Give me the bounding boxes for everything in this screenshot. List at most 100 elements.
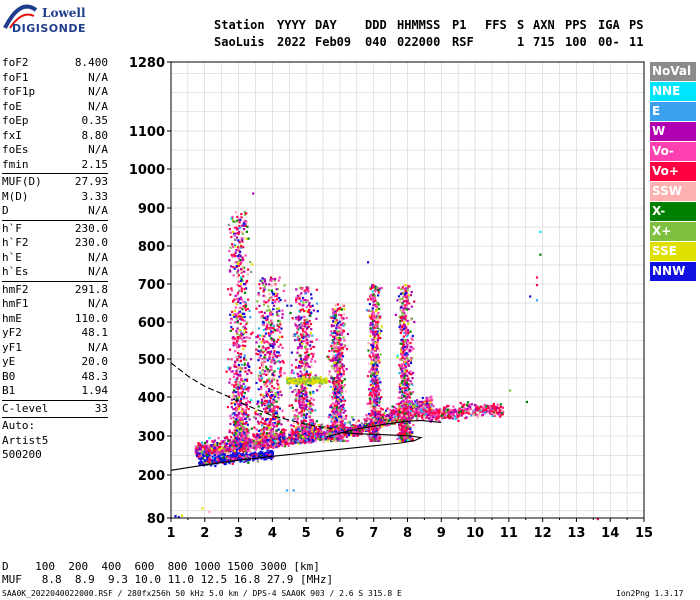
echo-point — [233, 234, 236, 237]
echo-point — [243, 442, 246, 445]
echo-point — [239, 404, 242, 407]
echo-point — [300, 406, 303, 410]
echo-point — [230, 439, 234, 442]
echo-point — [250, 438, 253, 441]
echo-point — [394, 419, 397, 422]
echo-point — [338, 369, 341, 372]
echo-point — [308, 365, 311, 369]
echo-point — [430, 402, 433, 406]
echo-point — [298, 338, 301, 341]
echo-point — [334, 342, 337, 345]
echo-point — [273, 328, 276, 332]
echo-point — [242, 454, 245, 457]
echo-point — [337, 356, 340, 359]
echo-point — [256, 442, 259, 445]
echo-point — [239, 218, 242, 222]
echo-point — [236, 403, 239, 406]
echo-point — [294, 426, 297, 429]
echo-point — [239, 250, 242, 254]
echo-point — [232, 397, 235, 400]
echo-point — [299, 354, 302, 357]
echo-point — [236, 358, 239, 362]
echo-point — [260, 441, 263, 444]
echo-point — [243, 439, 246, 442]
echo-point — [339, 420, 342, 423]
echo-point — [251, 443, 254, 446]
echo-point — [319, 430, 322, 433]
echo-point — [303, 419, 306, 422]
echo-point — [269, 429, 272, 432]
echo-point — [280, 440, 284, 443]
echo-point — [379, 416, 382, 419]
echo-point — [210, 449, 213, 452]
echo-point — [240, 287, 243, 290]
echo-point — [295, 366, 298, 369]
echo-point — [259, 354, 262, 357]
echo-point — [239, 344, 242, 348]
echo-point — [227, 358, 230, 361]
echo-point — [316, 302, 319, 305]
echo-point — [250, 399, 253, 402]
echo-point — [250, 441, 253, 444]
echo-point — [235, 380, 238, 383]
echo-point — [310, 352, 313, 355]
echo-point — [300, 438, 303, 441]
echo-point — [303, 330, 306, 334]
echo-point — [292, 409, 295, 412]
echo-point — [234, 261, 237, 264]
echo-point — [294, 441, 297, 444]
echo-point — [309, 393, 312, 396]
echo-point — [340, 399, 343, 402]
echo-point — [310, 312, 313, 315]
echo-point — [246, 225, 249, 228]
echo-point — [267, 332, 270, 335]
echo-point — [197, 447, 200, 450]
echo-point — [240, 449, 243, 452]
echo-point — [204, 444, 207, 447]
echo-point — [266, 442, 269, 445]
echo-point — [240, 337, 244, 340]
echo-point — [206, 456, 209, 459]
echo-point — [228, 445, 232, 449]
echo-point — [244, 408, 247, 412]
echo-point — [338, 347, 341, 350]
echo-point — [356, 430, 359, 433]
echo-point — [329, 404, 333, 407]
echo-point — [267, 444, 270, 447]
echo-point — [314, 439, 317, 442]
echo-point — [304, 435, 307, 438]
echo-point — [388, 423, 391, 426]
echo-point — [304, 299, 307, 302]
echo-point — [333, 337, 336, 341]
echo-point — [428, 397, 431, 400]
echo-point — [303, 319, 306, 322]
echo-point — [237, 280, 240, 283]
echo-point — [383, 421, 386, 424]
echo-point — [322, 437, 325, 440]
echo-point — [302, 401, 305, 404]
echo-point — [208, 457, 211, 460]
echo-point — [311, 430, 314, 433]
echo-point — [420, 400, 424, 403]
echo-point — [243, 387, 246, 390]
echo-point — [241, 367, 244, 370]
echo-point — [270, 284, 273, 287]
echo-point — [294, 399, 297, 402]
echo-point — [279, 343, 282, 346]
echo-point — [301, 426, 304, 430]
echo-point — [308, 309, 311, 312]
echo-point — [280, 432, 283, 436]
echo-point — [300, 316, 303, 319]
echo-point — [288, 404, 291, 407]
echo-point — [315, 435, 318, 438]
echo-point — [222, 460, 225, 463]
echo-point — [274, 394, 277, 397]
echo-point — [310, 408, 313, 411]
echo-point — [295, 428, 298, 431]
echo-point — [229, 441, 232, 445]
echo-point — [310, 360, 313, 363]
echo-point — [225, 442, 228, 445]
echo-point — [268, 451, 271, 454]
echo-point — [302, 298, 305, 301]
echo-point — [350, 430, 353, 433]
